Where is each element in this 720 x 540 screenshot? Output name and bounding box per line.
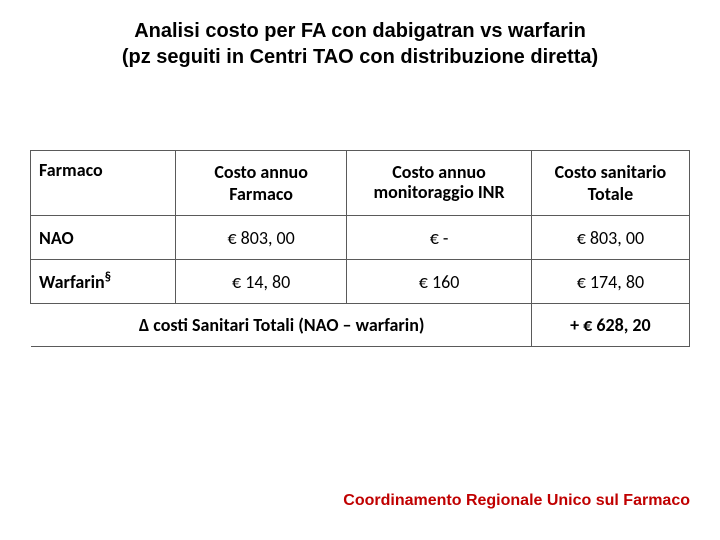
row-label: NAO bbox=[31, 216, 176, 260]
delta-value: + € 628, 20 bbox=[531, 304, 689, 347]
cell-costo-totale: € 803, 00 bbox=[531, 216, 689, 260]
table-row: NAO € 803, 00 € - € 803, 00 bbox=[31, 216, 690, 260]
row-label: Warfarin§ bbox=[31, 260, 176, 304]
footer-text: Coordinamento Regionale Unico sul Farmac… bbox=[343, 492, 690, 510]
cell-costo-totale: € 174, 80 bbox=[531, 260, 689, 304]
header-farmaco: Farmaco bbox=[31, 151, 176, 216]
header-costo-inr: Costo annuo monitoraggio INR bbox=[347, 151, 532, 216]
cell-costo-farmaco: € 14, 80 bbox=[175, 260, 346, 304]
page-title: Analisi costo per FA con dabigatran vs w… bbox=[30, 18, 690, 70]
header-costo-totale: Costo sanitario Totale bbox=[531, 151, 689, 216]
title-line1: Analisi costo per FA con dabigatran vs w… bbox=[134, 20, 586, 42]
delta-label: Δ costi Sanitari Totali (NAO – warfarin) bbox=[31, 304, 532, 347]
cell-costo-inr: € 160 bbox=[347, 260, 532, 304]
title-line2: (pz seguiti in Centri TAO con distribuzi… bbox=[122, 46, 598, 68]
delta-row: Δ costi Sanitari Totali (NAO – warfarin)… bbox=[31, 304, 690, 347]
cell-costo-farmaco: € 803, 00 bbox=[175, 216, 346, 260]
cell-costo-inr: € - bbox=[347, 216, 532, 260]
header-costo-farmaco: Costo annuo Farmaco bbox=[175, 151, 346, 216]
table-header-row: Farmaco Costo annuo Farmaco Costo annuo … bbox=[31, 151, 690, 216]
table-row: Warfarin§ € 14, 80 € 160 € 174, 80 bbox=[31, 260, 690, 304]
cost-table: Farmaco Costo annuo Farmaco Costo annuo … bbox=[30, 150, 690, 347]
